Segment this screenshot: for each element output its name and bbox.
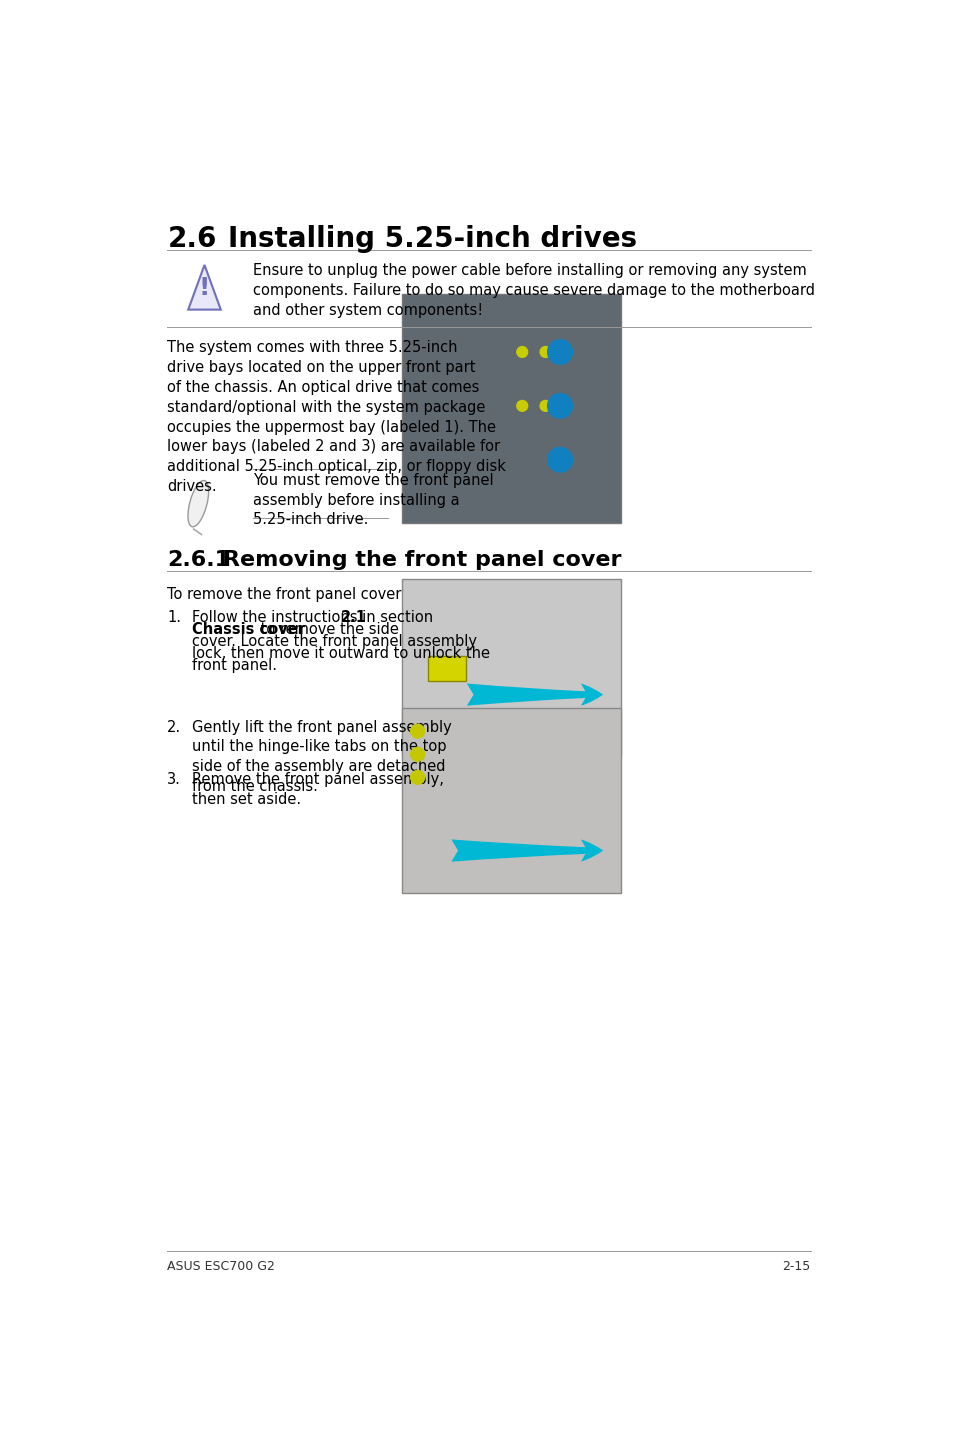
Circle shape bbox=[517, 347, 527, 358]
Circle shape bbox=[517, 400, 527, 411]
Text: 1: 1 bbox=[555, 345, 564, 360]
Circle shape bbox=[547, 339, 572, 364]
Text: !: ! bbox=[198, 276, 210, 299]
Circle shape bbox=[410, 748, 424, 761]
Text: To remove the front panel cover: To remove the front panel cover bbox=[167, 587, 401, 603]
Text: 2: 2 bbox=[555, 400, 564, 414]
FancyBboxPatch shape bbox=[402, 295, 620, 523]
Circle shape bbox=[547, 394, 572, 418]
Text: The system comes with three 5.25-inch
drive bays located on the upper front part: The system comes with three 5.25-inch dr… bbox=[167, 341, 506, 495]
Text: You must remove the front panel
assembly before installing a
5.25-inch drive.: You must remove the front panel assembly… bbox=[253, 473, 493, 528]
FancyBboxPatch shape bbox=[402, 707, 620, 893]
FancyBboxPatch shape bbox=[427, 656, 465, 680]
Text: Ensure to unplug the power cable before installing or removing any system
compon: Ensure to unplug the power cable before … bbox=[253, 263, 814, 318]
Text: 2.6: 2.6 bbox=[167, 224, 216, 253]
Text: Follow the instructions in section: Follow the instructions in section bbox=[192, 610, 437, 626]
Text: front panel.: front panel. bbox=[192, 657, 276, 673]
Circle shape bbox=[410, 771, 424, 784]
Circle shape bbox=[547, 447, 572, 472]
Ellipse shape bbox=[188, 480, 209, 526]
Text: 2-15: 2-15 bbox=[781, 1260, 810, 1273]
Text: cover. Locate the front panel assembly: cover. Locate the front panel assembly bbox=[192, 634, 476, 649]
Text: Removing the front panel cover: Removing the front panel cover bbox=[223, 549, 621, 569]
Text: to remove the side: to remove the side bbox=[255, 621, 398, 637]
Circle shape bbox=[410, 725, 424, 738]
Text: 3: 3 bbox=[555, 453, 564, 467]
Text: 1.: 1. bbox=[167, 610, 181, 626]
Text: ASUS ESC700 G2: ASUS ESC700 G2 bbox=[167, 1260, 274, 1273]
Circle shape bbox=[539, 400, 550, 411]
Text: Chassis cover: Chassis cover bbox=[192, 621, 305, 637]
Text: 3.: 3. bbox=[167, 772, 181, 787]
Text: Gently lift the front panel assembly
until the hinge-like tabs on the top
side o: Gently lift the front panel assembly unt… bbox=[192, 719, 452, 794]
Text: Installing 5.25-inch drives: Installing 5.25-inch drives bbox=[228, 224, 637, 253]
Text: 2.6.1: 2.6.1 bbox=[167, 549, 231, 569]
Text: 2.1: 2.1 bbox=[340, 610, 367, 626]
FancyBboxPatch shape bbox=[402, 580, 620, 756]
Circle shape bbox=[539, 347, 550, 358]
Text: Remove the front panel assembly,
then set aside.: Remove the front panel assembly, then se… bbox=[192, 772, 443, 807]
Text: 2.: 2. bbox=[167, 719, 181, 735]
Polygon shape bbox=[188, 265, 220, 309]
Text: lock, then move it outward to unlock the: lock, then move it outward to unlock the bbox=[192, 646, 490, 660]
